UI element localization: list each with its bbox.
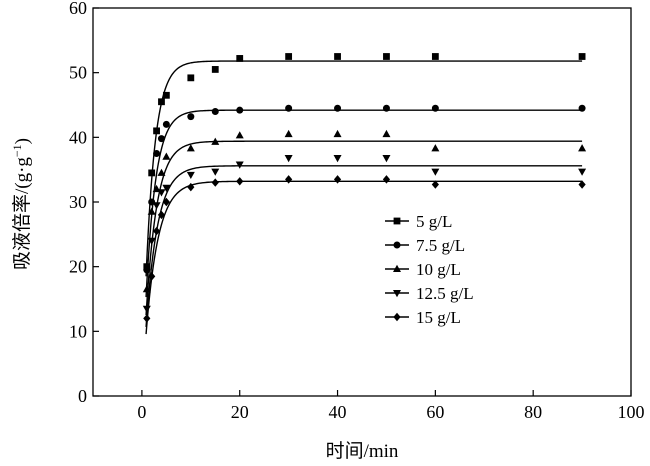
data-point [187, 182, 195, 192]
data-point [187, 113, 195, 121]
data-point [162, 120, 170, 128]
data-point [157, 135, 165, 143]
x-tick-label: 0 [137, 402, 146, 422]
data-point [431, 104, 439, 112]
data-point [157, 210, 166, 220]
legend: 5 g/L 7.5 g/L 10 g/L 12.5 g/L 15 g/L [385, 212, 474, 327]
legend-marker [393, 241, 401, 249]
data-point [382, 104, 390, 112]
data-point [152, 202, 161, 210]
data-point [333, 175, 342, 184]
y-tick-label: 20 [69, 257, 87, 277]
data-point [211, 107, 219, 115]
x-tick-label: 60 [426, 402, 444, 422]
data-point [187, 74, 195, 82]
legend-label: 10 g/L [416, 260, 461, 279]
data-point [211, 66, 219, 73]
data-point [157, 189, 166, 197]
data-point [148, 272, 156, 281]
data-points [142, 53, 587, 323]
fit-curve [145, 165, 583, 327]
data-point [285, 53, 293, 60]
data-point [285, 104, 293, 112]
data-point [211, 168, 220, 176]
data-point [284, 155, 293, 163]
axes: 0 20 40 60 80 100 0 10 20 30 40 50 60 [69, 0, 645, 422]
data-point [158, 98, 165, 106]
y-tick-label: 30 [69, 192, 87, 212]
legend-marker [393, 217, 401, 225]
data-point [162, 91, 170, 99]
legend-marker [393, 312, 401, 322]
data-point [235, 131, 244, 139]
y-tick-label: 60 [69, 0, 87, 18]
data-point [211, 178, 219, 187]
data-point [162, 197, 170, 207]
y-tick-label: 50 [69, 63, 87, 83]
x-axis-title: 时间/min [326, 440, 399, 462]
data-point [153, 150, 161, 157]
data-point [383, 53, 390, 60]
data-point [236, 177, 244, 186]
data-point [578, 168, 587, 176]
data-point [153, 127, 160, 135]
x-tick-label: 80 [524, 402, 542, 422]
data-point [236, 55, 244, 62]
data-point [142, 285, 151, 293]
data-point [143, 266, 151, 274]
data-point [162, 152, 171, 160]
data-point [235, 161, 244, 169]
fit-curve [145, 180, 583, 335]
data-point [157, 168, 166, 176]
data-point [334, 53, 341, 60]
data-point [431, 168, 440, 176]
legend-label: 5 g/L [416, 212, 452, 231]
data-point [284, 129, 293, 138]
data-point [142, 305, 151, 313]
data-point [148, 169, 156, 177]
data-point [186, 171, 195, 180]
y-axis-title: 吸液倍率/(g·g−1) [10, 138, 33, 270]
data-point [333, 155, 342, 163]
y-tick-label: 0 [78, 386, 87, 406]
data-point [186, 144, 195, 152]
fit-curves [145, 60, 583, 335]
data-point [431, 144, 440, 152]
data-point [143, 314, 151, 323]
data-point [334, 104, 342, 112]
plot-frame [92, 7, 632, 397]
legend-marker [393, 290, 401, 298]
fit-curve [145, 60, 583, 277]
y-tick-label: 40 [69, 127, 87, 147]
data-point [147, 207, 156, 215]
legend-label: 7.5 g/L [416, 236, 465, 255]
data-point [236, 106, 244, 114]
data-point [578, 180, 586, 189]
data-point [211, 137, 220, 145]
data-point [578, 104, 586, 112]
fit-curve [145, 109, 583, 298]
data-point [431, 180, 439, 189]
data-point [382, 175, 391, 184]
data-point [382, 155, 391, 163]
y-tick-label: 10 [69, 321, 87, 341]
data-point [578, 144, 587, 152]
data-point [147, 237, 156, 245]
data-point [431, 53, 439, 60]
data-point [333, 129, 342, 138]
legend-label: 15 g/L [416, 308, 461, 327]
data-point [152, 226, 161, 236]
legend-label: 12.5 g/L [416, 284, 474, 303]
data-point [162, 184, 171, 192]
data-point [578, 53, 586, 60]
data-point [285, 175, 293, 184]
x-tick-label: 100 [618, 402, 645, 422]
data-point [382, 129, 391, 138]
x-tick-label: 40 [329, 402, 347, 422]
legend-marker [393, 264, 401, 272]
fit-curve [145, 140, 583, 316]
x-tick-label: 20 [231, 402, 249, 422]
